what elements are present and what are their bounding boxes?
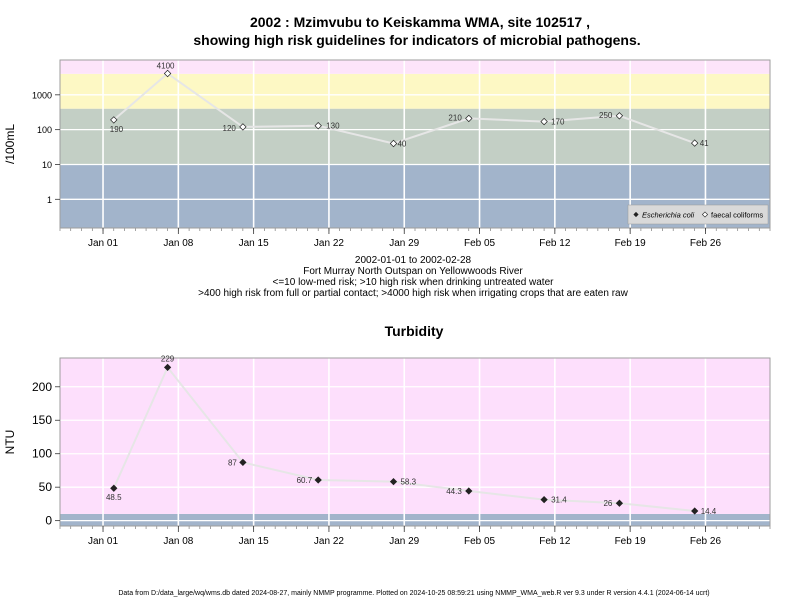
x-tick-label: Feb 05 xyxy=(464,238,496,249)
x-tick-label: Jan 08 xyxy=(163,536,193,547)
data-point xyxy=(314,476,322,484)
data-label: 229 xyxy=(161,354,175,363)
x-tick-label: Jan 01 xyxy=(88,536,118,547)
data-point xyxy=(465,487,473,495)
data-label: 58.3 xyxy=(400,478,416,487)
data-point xyxy=(239,123,247,131)
legend-marker-ecoli xyxy=(633,211,639,218)
legend-box xyxy=(627,204,769,225)
note-date-range: 2002-01-01 to 2002-02-28 xyxy=(355,255,472,266)
data-point xyxy=(389,477,398,486)
y-axis-label: /100mL xyxy=(3,124,17,164)
data-label: 48.5 xyxy=(106,493,122,502)
data-point xyxy=(540,117,548,126)
data-label: 87 xyxy=(228,458,237,467)
data-point xyxy=(615,499,624,507)
x-tick-label: Jan 29 xyxy=(389,238,419,249)
note-site: Fort Murray North Outspan on Yellowwoods… xyxy=(303,266,523,277)
data-label: 120 xyxy=(223,124,237,133)
footer-note: Data from D:/data_large/wq/wms.db dated … xyxy=(118,590,709,597)
data-label: 40 xyxy=(397,140,406,149)
data-point xyxy=(389,139,398,148)
x-tick-label: Jan 22 xyxy=(314,536,344,547)
x-tick-label: Jan 29 xyxy=(389,536,419,547)
y-tick-label: 100 xyxy=(37,125,52,135)
data-point xyxy=(465,114,473,123)
data-point xyxy=(314,122,322,130)
turbidity-panel: Jan 01 Jan 08 Jan 15 Jan 22 Jan 29 Feb 05 Feb … xyxy=(3,354,771,547)
plot-frame xyxy=(59,357,771,527)
turbidity-high-band xyxy=(60,358,770,514)
data-label: 60.7 xyxy=(297,476,313,485)
y-tick-label: 1000 xyxy=(32,90,52,100)
x-tick-label: Jan 08 xyxy=(163,238,193,249)
x-tick-label: Jan 15 xyxy=(239,238,269,249)
plot-frame xyxy=(59,59,771,229)
y-tick-label: 0 xyxy=(45,514,52,528)
x-tick-label: Feb 05 xyxy=(464,536,496,547)
y-tick-label: 50 xyxy=(39,480,53,494)
x-tick-label: Feb 26 xyxy=(690,536,722,547)
data-label: 4100 xyxy=(157,61,175,70)
high-risk-band xyxy=(60,73,770,109)
x-tick-label: Jan 22 xyxy=(314,238,344,249)
turbidity-low-band xyxy=(60,513,770,526)
data-label: 170 xyxy=(551,118,565,127)
chart-title-line1: 2002 : Mzimvubu to Keiskamma WMA, site 1… xyxy=(250,14,590,30)
microbial-panel: Jan 01 Jan 08 Jan 15 Jan 22 Jan 29 Feb 05 Feb … xyxy=(3,59,771,249)
y-tick-label: 150 xyxy=(32,413,52,427)
data-point xyxy=(239,458,247,467)
chart-title-line2: showing high risk guidelines for indicat… xyxy=(193,32,640,48)
data-point xyxy=(110,116,118,124)
x-tick-label: Jan 01 xyxy=(88,238,118,249)
data-label: 41 xyxy=(700,139,709,148)
x-tick-label: Feb 19 xyxy=(615,536,647,547)
data-point xyxy=(540,495,548,504)
data-label: 14.4 xyxy=(701,507,717,516)
x-tick-label: Feb 12 xyxy=(539,238,571,249)
legend-marker-fc xyxy=(701,211,709,218)
data-label: 31.4 xyxy=(551,496,567,505)
legend-label-ecoli: Escherichia coli xyxy=(642,211,694,220)
turbidity-title: Turbidity xyxy=(385,323,444,339)
data-label: 44.3 xyxy=(446,487,462,496)
data-point xyxy=(691,139,699,147)
note-drinking-risk: <=10 low-med risk; >10 high risk when dr… xyxy=(273,277,555,288)
y-tick-label: 100 xyxy=(32,447,52,461)
x-tick-label: Feb 12 xyxy=(539,536,571,547)
y-tick-label: 1 xyxy=(47,195,52,205)
x-tick-label: Feb 26 xyxy=(690,238,722,249)
data-label: 190 xyxy=(110,125,124,134)
data-point xyxy=(615,112,624,120)
y-axis-label: NTU xyxy=(3,430,17,455)
y-tick-label: 10 xyxy=(42,160,52,170)
data-point xyxy=(163,69,172,78)
data-label: 250 xyxy=(599,111,613,120)
x-tick-label: Feb 19 xyxy=(615,238,647,249)
data-label: 210 xyxy=(448,113,462,122)
y-tick-label: 200 xyxy=(32,380,52,394)
x-tick-label: Jan 15 xyxy=(239,536,269,547)
data-point xyxy=(163,363,172,372)
data-label: 130 xyxy=(326,122,340,131)
irrigation-risk-band xyxy=(60,60,770,74)
data-point xyxy=(691,507,699,515)
data-label: 26 xyxy=(603,499,612,508)
note-contact-risk: >400 high risk from full or partial cont… xyxy=(198,288,628,299)
data-point xyxy=(110,484,118,492)
legend-label-fc: faecal coliforms xyxy=(711,211,763,220)
